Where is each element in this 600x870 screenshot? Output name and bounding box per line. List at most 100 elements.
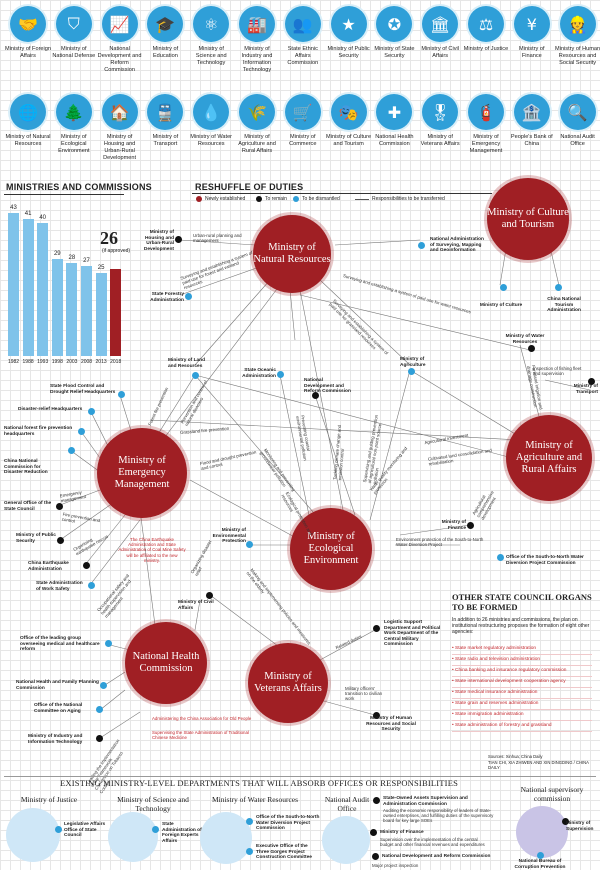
security-badge-icon: ✪ <box>376 6 413 42</box>
supervisory-dot-1 <box>562 818 569 825</box>
audit-item-1: State-Owned Assets Supervision and Admin… <box>383 796 468 807</box>
organ-list-item: • China banking and insurance regulatory… <box>452 666 592 677</box>
dot-disaster <box>88 408 95 415</box>
ministry-icon-label: Ministry of Culture and Tourism <box>326 134 372 147</box>
ministry-icon-cell: ⚖ Ministry of Justice <box>463 6 509 53</box>
bar-value-label: 43 <box>10 204 17 211</box>
dot-flood <box>118 391 125 398</box>
organ-list-item: • State radio and television administrat… <box>452 655 592 666</box>
medical-cross-icon: ✚ <box>376 94 413 130</box>
legend-dot-black <box>256 196 262 202</box>
ministry-icon-label: Ministry of Agriculture and Rural Affair… <box>238 134 276 154</box>
ministry-icon-label: Ministry of Public Security <box>327 46 370 59</box>
agency-oceanic: State Oceanic Administration <box>242 368 276 379</box>
ministry-icon-cell: ✚ National Health Commission <box>371 94 417 148</box>
duty-earthquake-note: The China Earthquake Administration and … <box>118 537 186 563</box>
water-dot-2 <box>246 848 253 855</box>
ministry-icon-cell: ⚛ Ministry of Science and Technology <box>188 6 234 67</box>
ministry-icon-label: Ministry of Commerce <box>289 134 317 147</box>
ministry-icon-cell: 👷 Ministry of Human Resources and Social … <box>555 6 600 67</box>
ministry-icon-cell: 🏠 Ministry of Housing and Urban-Rural Dev… <box>97 94 143 162</box>
dot-civil <box>206 592 213 599</box>
train-icon: 🚆 <box>147 94 184 130</box>
legend-dot-blue <box>293 196 299 202</box>
firefighter-icon: 🧯 <box>468 94 504 130</box>
agency-disaster: Disaster-relief Headquarters <box>18 407 83 412</box>
ministry-icon-label: Ministry of Emergency Management <box>469 134 503 154</box>
shield-icon: ⛉ <box>55 6 92 42</box>
agency-env-protection: Ministry of Environmental Protection <box>212 528 246 545</box>
bank-icon: 🏦 <box>513 94 550 130</box>
ministries-title: MINISTRIES AND COMMISSIONS <box>6 182 152 192</box>
node-health-commission: National Health Commission <box>125 622 207 704</box>
dot-aging <box>96 706 103 713</box>
supervisory-item-1: Ministry of Supervision <box>566 821 594 832</box>
audit-dot-1 <box>373 797 380 804</box>
ministry-icon-label: National Development and Reform Commissi… <box>97 46 142 73</box>
ministry-icon-label: Ministry of Justice <box>463 46 509 52</box>
reshuffle-title: RESHUFFLE OF DUTIES <box>195 182 304 192</box>
node-culture-tourism: Ministry of Culture and Tourism <box>487 178 569 260</box>
ministry-icon-label: Ministry of Ecological Environment <box>58 134 90 154</box>
audit-item-2-desc: Supervision over the implementation of t… <box>380 837 485 848</box>
agency-transport: Ministry of Transport <box>573 384 598 395</box>
bar-2018 <box>110 269 122 356</box>
bar-year-label: 2013 <box>95 359 107 365</box>
agency-health-family: National Health and Family Planning Comm… <box>16 680 99 691</box>
agency-miit: Ministry of Industry and Information Tec… <box>28 734 83 745</box>
supervisory-title: National supervisory commission <box>520 785 584 803</box>
duty-old-people: Administering the China Association for … <box>152 716 252 721</box>
duty-tcm: Supervising the State Administration of … <box>152 730 249 741</box>
bar-year-label: 2008 <box>80 359 93 365</box>
justice-circle <box>6 808 60 862</box>
agency-earthquake: China Earthquake Administration <box>28 561 69 572</box>
agency-surveying: National Administration of Surveying, Ma… <box>430 237 484 254</box>
agency-south-north: Office of the South-to-North Water Diver… <box>506 555 584 566</box>
agency-finance: Ministry of Finance <box>441 520 466 531</box>
ministry-icon-cell: 📈 National Development and Reform Commiss… <box>97 6 143 74</box>
bar-value-label: 41 <box>24 211 32 218</box>
other-organs-intro: In addition to 26 ministries and commiss… <box>452 617 590 636</box>
ministry-icon-label: Ministry of Human Resources and Social S… <box>555 46 600 66</box>
dot-water <box>528 345 535 352</box>
agency-disaster-reduction: China National Commission for Disaster R… <box>4 459 48 476</box>
approved-value: 26 <box>100 228 118 248</box>
dot-earthquake <box>83 562 90 569</box>
ministry-icon-cell: 🌾 Ministry of Agriculture and Rural Affai… <box>234 94 280 155</box>
legend-to-remain: To remain <box>256 196 287 202</box>
dot-tourism <box>555 284 562 291</box>
ministry-icon-cell: 🧯 Ministry of Emergency Management <box>463 94 509 155</box>
other-organs-title: OTHER STATE COUNCIL ORGANS TO BE FORMED <box>452 592 592 612</box>
ministry-icon-cell: 🏭 Ministry of Industry and Information Te… <box>234 6 280 74</box>
ministry-icon-cell: 🎖 Ministry of Veterans Affairs <box>417 94 463 148</box>
audit-item-1-desc: Auditing the economic responsibility of … <box>383 808 494 824</box>
agency-flood: State Flood Control and Drought Relief H… <box>50 384 116 395</box>
ministry-icon-cell: ✪ Ministry of State Security <box>371 6 417 60</box>
ministry-icon-label: Ministry of State Security <box>374 46 415 59</box>
agency-public-security: Ministry of Public Security <box>16 533 56 544</box>
dot-transport <box>588 378 595 385</box>
bar-year-label: 1982 <box>7 359 20 365</box>
dot-miit <box>96 735 103 742</box>
dot-general-office <box>56 503 63 510</box>
atom-icon: ⚛ <box>193 6 230 42</box>
bar-value-label: 29 <box>53 251 61 258</box>
growth-chart-icon: 📈 <box>101 6 138 42</box>
audit-dot-2 <box>370 829 377 836</box>
legend-to-be-dismantled: To be dismantled <box>293 196 340 202</box>
bar-year-label: 1993 <box>37 359 49 365</box>
reshuffle-title-rule <box>192 193 492 194</box>
agency-forestry: State Forestry Administration <box>150 292 184 303</box>
ministry-icon-label: National Health Commission <box>375 134 414 147</box>
node-natural-resources: Ministry of Natural Resources <box>253 215 331 293</box>
dot-culture-min <box>500 284 507 291</box>
dot-finance <box>467 522 474 529</box>
bar-2013 <box>95 272 107 356</box>
bottom-rule <box>4 776 596 777</box>
ministry-icon-label: Ministry of Natural Resources <box>5 134 51 147</box>
approved-note: (if approved) <box>102 248 131 254</box>
science-item: State Administration of Foreign Experts … <box>162 822 202 844</box>
police-badge-icon: ★ <box>330 6 367 42</box>
organ-list-item: • State market regulatory administration <box>452 644 592 655</box>
supervisory-dot-2 <box>537 852 544 859</box>
